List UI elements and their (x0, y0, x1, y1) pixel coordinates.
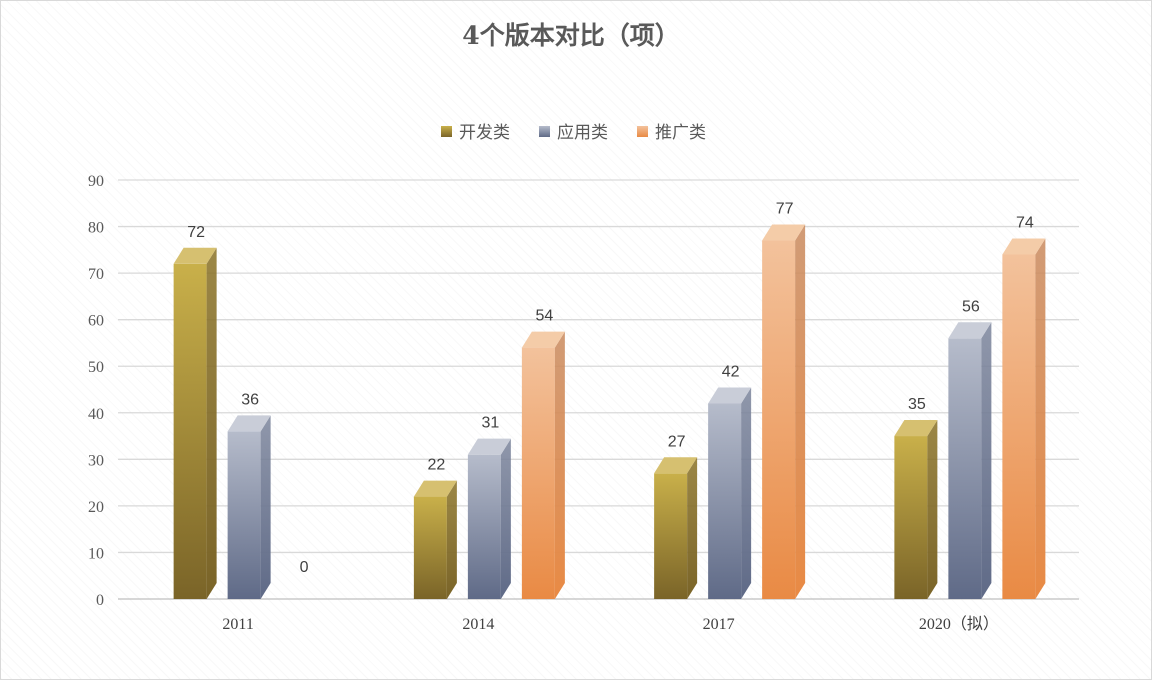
x-tick-label: 2017 (703, 616, 735, 633)
data-label: 74 (1016, 214, 1034, 231)
bar-side (206, 247, 217, 600)
bar-side (741, 387, 752, 599)
data-label: 36 (241, 391, 259, 408)
y-tick-label: 40 (88, 406, 104, 423)
chart-title: 4个版本对比（项） (462, 21, 679, 50)
bar-side (554, 331, 565, 599)
data-label: 31 (481, 415, 499, 432)
bar-side (981, 322, 992, 599)
y-tick-label: 20 (88, 499, 104, 516)
data-label: 56 (962, 298, 980, 315)
data-label: 0 (300, 559, 309, 576)
x-tick-label: 2020（拟） (919, 615, 999, 633)
bar-top (948, 322, 992, 339)
bars (173, 224, 1046, 600)
grid-lines (118, 179, 1079, 600)
y-tick-label: 90 (88, 173, 104, 190)
legend-label: 应用类 (557, 123, 608, 143)
bar (1002, 254, 1036, 599)
data-label: 27 (668, 433, 686, 450)
legend: 开发类 应用类 推广类 (441, 123, 706, 143)
y-tick-label: 30 (88, 452, 104, 469)
bar (948, 338, 982, 599)
bar-side (927, 420, 938, 599)
data-label: 72 (187, 224, 205, 241)
legend-swatch (637, 126, 648, 137)
bar (173, 263, 207, 599)
bar (762, 240, 796, 599)
bar-side (687, 457, 698, 599)
legend-label: 开发类 (459, 123, 510, 143)
x-tick-label: 2014 (462, 616, 494, 633)
bar-side (795, 224, 806, 599)
bar-chart: 4个版本对比（项） 0 10 20 30 40 50 60 70 80 90 72 36 0 22 31 5… (88, 21, 1079, 633)
y-tick-label: 0 (96, 592, 104, 609)
bar-side (1035, 238, 1046, 599)
y-tick-label: 60 (88, 313, 104, 330)
bar-side (446, 480, 457, 599)
legend-label: 推广类 (655, 123, 706, 143)
bar (413, 496, 447, 599)
y-axis: 0 10 20 30 40 50 60 70 80 90 (88, 173, 104, 609)
y-tick-label: 80 (88, 220, 104, 237)
bar (708, 403, 742, 599)
y-tick-label: 50 (88, 359, 104, 376)
bar (227, 431, 261, 599)
legend-swatch (539, 126, 550, 137)
y-tick-label: 10 (88, 545, 104, 562)
bar-top (894, 420, 938, 437)
y-tick-label: 70 (88, 266, 104, 283)
bar-side (500, 438, 511, 599)
bar-top (467, 438, 511, 455)
bar-top (708, 387, 752, 404)
bar-top (521, 331, 565, 348)
bar (467, 454, 501, 599)
bar (654, 473, 688, 599)
data-label: 54 (535, 308, 553, 325)
data-label: 22 (427, 457, 445, 474)
bar (894, 436, 928, 599)
x-axis: 2011 2014 2017 2020（拟） (222, 615, 998, 633)
bar-top (173, 247, 217, 264)
bar-top (654, 457, 698, 474)
data-label: 35 (908, 396, 926, 413)
x-tick-label: 2011 (222, 616, 253, 633)
bar-side (260, 415, 271, 599)
data-label: 77 (776, 201, 794, 218)
legend-swatch (441, 126, 452, 137)
bar-top (413, 480, 457, 497)
bar-top (227, 415, 271, 432)
bar (521, 347, 555, 599)
bar-top (762, 224, 806, 241)
bar-top (1002, 238, 1046, 255)
data-label: 42 (722, 363, 740, 380)
data-labels: 72 36 0 22 31 54 27 42 77 35 56 74 (187, 201, 1034, 576)
